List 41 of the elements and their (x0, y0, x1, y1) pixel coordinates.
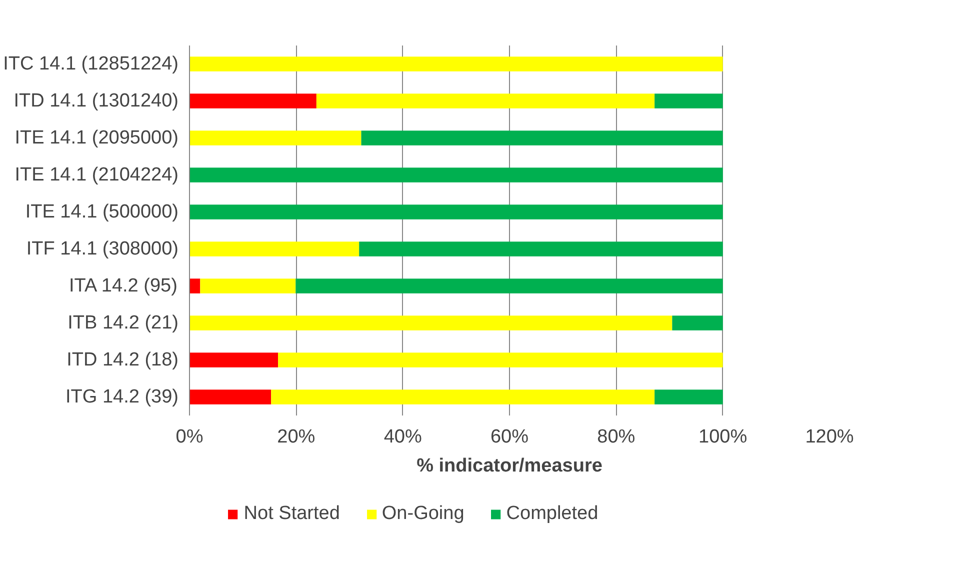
legend-label: Completed (506, 503, 598, 525)
x-tick-label: 20% (277, 426, 316, 448)
bar (278, 352, 723, 368)
y-tick-label: ITE 14.1 (2095000) (14, 128, 178, 148)
x-axis-title: % indicator/measure (416, 456, 602, 476)
bar (190, 94, 316, 108)
x-tick-label: 80% (597, 426, 636, 448)
bar (190, 390, 272, 404)
y-tick-label: ITF 14.1 (308000) (26, 238, 179, 260)
y-tick-label: ITA 14.2 (95) (69, 276, 178, 296)
y-tick-label: ITG 14.2 (39) (66, 386, 179, 408)
bar (190, 56, 723, 72)
bar (190, 242, 360, 256)
bar (190, 204, 723, 220)
bar (200, 278, 296, 294)
bar (672, 316, 723, 330)
x-tick-label: 100% (698, 426, 748, 448)
bar (190, 278, 200, 294)
x-tick-label: 0% (176, 426, 204, 448)
bar (190, 130, 362, 146)
y-tick-label: ITC 14.1 (12851224) (3, 54, 179, 74)
bar (359, 242, 723, 256)
x-tick-label: 40% (384, 426, 422, 448)
y-tick-label: ITD 14.2 (18) (66, 350, 179, 370)
y-tick-label: ITE 14.1 (2104224) (14, 164, 178, 186)
bar (316, 94, 655, 108)
legend-label: On-Going (382, 503, 464, 525)
x-tick-label: 60% (490, 426, 529, 448)
bar (654, 390, 723, 404)
bar (190, 168, 723, 182)
y-tick-label: ITE 14.1 (500000) (25, 202, 179, 222)
bar (654, 94, 723, 108)
bar (361, 130, 723, 146)
x-tick-label: 120% (805, 426, 854, 448)
bar (190, 352, 278, 368)
y-tick-label: ITD 14.1 (1301240) (14, 90, 178, 112)
bar (296, 278, 723, 294)
y-tick-label: ITB 14.2 (21) (68, 312, 179, 334)
bar (271, 390, 655, 404)
legend-label: Not Started (244, 503, 340, 525)
bar (190, 316, 672, 330)
